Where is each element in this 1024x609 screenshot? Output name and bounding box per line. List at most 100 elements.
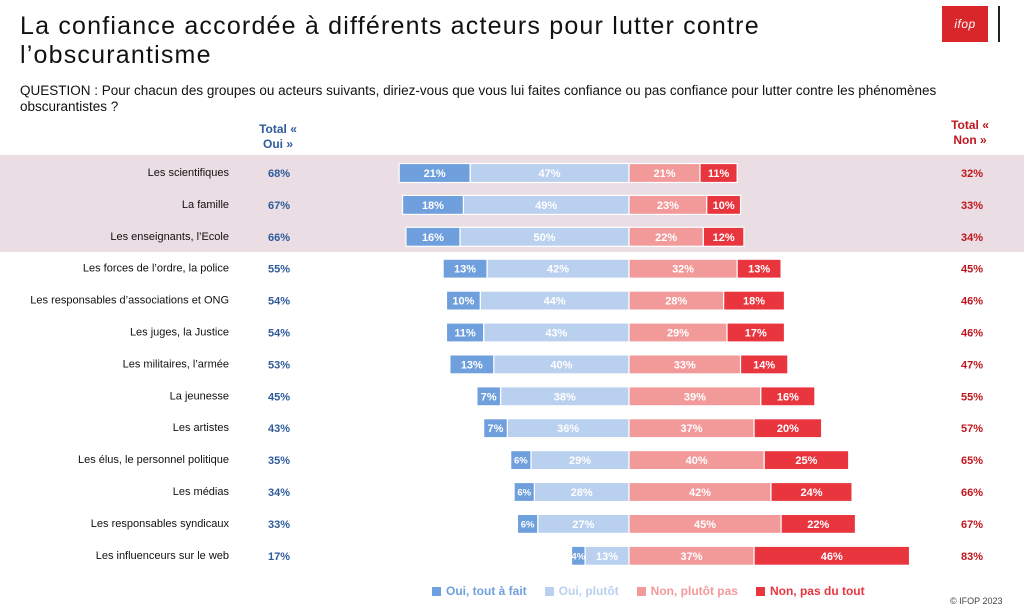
row-label: Les forces de l’ordre, la police: [83, 263, 229, 275]
legend-label: Non, pas du tout: [769, 584, 865, 598]
legend-label: Non, plutôt pas: [650, 584, 738, 598]
bar-oui-tout-a-fait: [405, 226, 461, 247]
bar-non-pas-du-tout: [753, 418, 823, 439]
data-label: 13%: [461, 359, 483, 371]
data-label: 28%: [571, 487, 593, 499]
row-label: Les scientifiques: [148, 167, 230, 179]
total-oui-value: 35%: [268, 455, 290, 467]
bar-oui-tout-a-fait: [513, 481, 535, 503]
legend-label: Oui, tout à fait: [446, 584, 527, 598]
legend-item-non-plutot-pas: Non, plutôt pas: [636, 584, 738, 598]
data-label: 12%: [713, 232, 735, 244]
data-label: 42%: [547, 264, 569, 276]
data-label: 50%: [533, 232, 555, 244]
header-total-non: Total « Non »: [951, 118, 989, 147]
total-oui-value: 45%: [268, 391, 290, 403]
bar-oui-tout-a-fait: [445, 290, 481, 311]
row-label: Les influenceurs sur le web: [96, 550, 229, 562]
legend-swatch: [636, 586, 646, 596]
data-label: 16%: [777, 391, 799, 403]
bar-non-pas-du-tout: [760, 386, 816, 407]
legend-item-oui-tout-a-fait: Oui, tout à fait: [432, 584, 527, 598]
data-label: 13%: [596, 551, 618, 563]
data-label: 13%: [454, 264, 476, 276]
total-non-value: 55%: [961, 391, 983, 403]
total-oui-value: 33%: [268, 519, 290, 531]
data-label: 33%: [674, 359, 696, 371]
data-label: 7%: [481, 391, 497, 403]
bar-non-pas-du-tout: [763, 450, 850, 471]
question-text: QUESTION : Pour chacun des groupes ou ac…: [20, 83, 937, 114]
data-label: 10%: [452, 296, 474, 308]
legend-swatch: [544, 586, 554, 596]
total-non-value: 45%: [961, 264, 983, 276]
total-oui-value: 54%: [268, 328, 290, 340]
data-label: 24%: [801, 487, 823, 499]
row-label: Les responsables d’associations et ONG: [30, 295, 229, 307]
bar-oui-tout-a-fait: [442, 258, 488, 279]
bar-oui-tout-a-fait: [516, 513, 539, 535]
data-label: 14%: [753, 359, 775, 371]
data-label: 36%: [557, 423, 579, 435]
row-label: Les juges, la Justice: [130, 327, 229, 339]
data-label: 22%: [807, 519, 829, 531]
total-oui-value: 55%: [268, 264, 290, 276]
data-label: 6%: [521, 519, 535, 530]
page-title: La confiance accordée à différents acteu…: [20, 12, 760, 69]
bar-non-pas-du-tout: [702, 226, 745, 247]
bar-oui-tout-a-fait: [483, 418, 508, 439]
total-non-value: 83%: [961, 551, 983, 563]
data-label: 37%: [681, 551, 703, 563]
data-label: 7%: [488, 423, 504, 435]
bar-non-pas-du-tout: [726, 322, 786, 343]
total-oui-value: 67%: [268, 200, 290, 212]
total-oui-value: 54%: [268, 296, 290, 308]
data-label: 43%: [545, 328, 567, 340]
data-label: 29%: [667, 328, 689, 340]
row-label: Les médias: [173, 486, 230, 498]
bar-non-pas-du-tout: [699, 162, 738, 184]
total-non-value: 47%: [961, 359, 983, 371]
total-non-value: 34%: [961, 232, 983, 244]
data-label: 40%: [686, 455, 708, 467]
total-oui-value: 68%: [268, 168, 290, 180]
total-non-value: 33%: [961, 200, 983, 212]
legend-label: Oui, plutôt: [558, 584, 619, 598]
data-label: 13%: [748, 264, 770, 276]
data-label: 6%: [514, 456, 528, 467]
logo-divider: [998, 6, 1000, 42]
bar-non-pas-du-tout: [753, 545, 911, 566]
header-total-oui: Total « Oui »: [259, 122, 297, 151]
row-label: La jeunesse: [170, 390, 229, 402]
data-label: 40%: [550, 359, 572, 371]
data-label: 22%: [655, 232, 677, 244]
data-label: 32%: [672, 264, 694, 276]
data-label: 21%: [653, 168, 675, 180]
data-label: 20%: [777, 423, 799, 435]
legend-item-non-pas-du-tout: Non, pas du tout: [755, 584, 865, 598]
bar-oui-tout-a-fait: [445, 322, 485, 343]
data-label: 47%: [539, 168, 561, 180]
data-label: 45%: [694, 519, 716, 531]
data-label: 42%: [689, 487, 711, 499]
total-non-value: 57%: [961, 423, 983, 435]
bar-oui-tout-a-fait: [570, 545, 586, 566]
bar-non-pas-du-tout: [780, 513, 857, 535]
total-oui-value: 34%: [268, 487, 290, 499]
data-label: 37%: [681, 423, 703, 435]
total-non-value: 46%: [961, 328, 983, 340]
ifop-logo: ifop: [942, 6, 988, 42]
bar-non-pas-du-tout: [723, 290, 786, 311]
bar-oui-tout-a-fait: [476, 386, 502, 407]
data-label: 44%: [544, 296, 566, 308]
copyright-text: © IFOP 2023: [950, 596, 1003, 606]
bar-oui-tout-a-fait: [401, 194, 464, 215]
total-non-value: 65%: [961, 455, 983, 467]
data-label: 49%: [535, 200, 557, 212]
legend-swatch: [755, 586, 765, 596]
data-label: 11%: [454, 328, 476, 340]
legend-item-oui-plutot: Oui, plutôt: [544, 584, 619, 598]
total-non-value: 46%: [961, 296, 983, 308]
total-oui-value: 66%: [268, 232, 290, 244]
